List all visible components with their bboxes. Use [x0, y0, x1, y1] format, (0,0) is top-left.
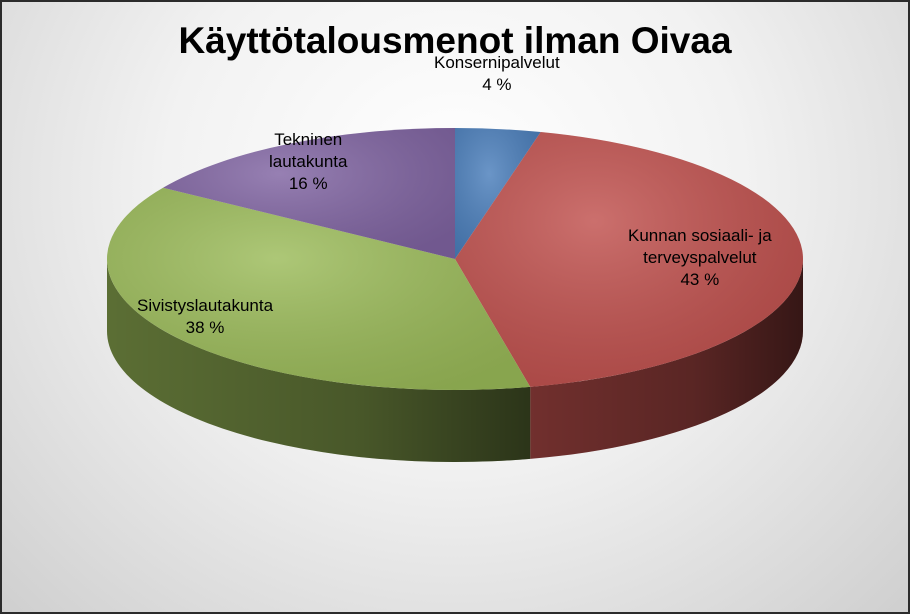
slice-label-sivistyslautakunta: Sivistyslautakunta 38 %: [137, 295, 273, 339]
slice-label-line: Konsernipalvelut: [434, 53, 560, 72]
slice-value-label: 38 %: [185, 318, 225, 337]
slice-shine-kunnan-sosiaali-ja-terveyspalvelut: [455, 132, 803, 387]
slice-value-label: 4 %: [482, 75, 512, 94]
slice-side-shade-sivistyslautakunta: [107, 259, 531, 462]
slice-shine-tekninen-lautakunta: [163, 128, 455, 259]
slice-side-shade-kunnan-sosiaali-ja-terveyspalvelut: [530, 259, 803, 459]
chart-title: Käyttötalousmenot ilman Oivaa: [178, 20, 732, 61]
slice-label-line: terveyspalvelut: [643, 248, 757, 267]
slice-label-line: Sivistyslautakunta: [137, 296, 274, 315]
slice-label-line: lautakunta: [269, 152, 348, 171]
slice-label-line: Tekninen: [274, 130, 343, 149]
slice-value-label: 16 %: [288, 174, 328, 193]
slice-shine-konsernipalvelut: [455, 128, 541, 259]
slice-label-line: Kunnan sosiaali- ja: [628, 226, 772, 245]
slice-value-label: 43 %: [680, 270, 720, 289]
slice-label-tekninen-lautakunta: Tekninen lautakunta 16 %: [269, 129, 347, 195]
slice-label-kunnan-sosiaali-ja-terveyspalvelut: Kunnan sosiaali- ja terveyspalvelut 43 %: [628, 225, 772, 291]
slice-label-konsernipalvelut: Konsernipalvelut 4 %: [434, 52, 560, 96]
slice-shine-sivistyslautakunta: [107, 187, 531, 390]
